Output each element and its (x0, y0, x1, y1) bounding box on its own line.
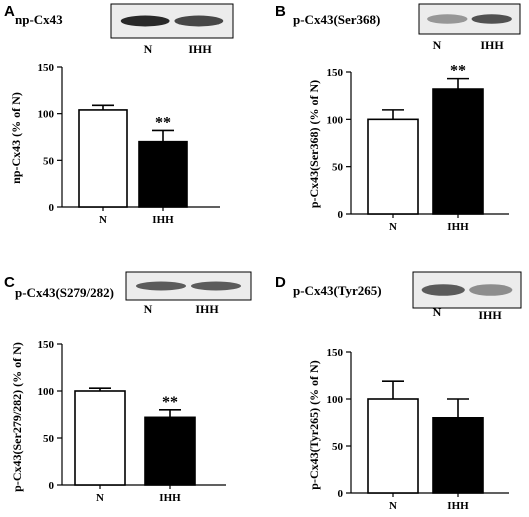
x-tick-label: IHH (159, 492, 181, 504)
bar (367, 398, 419, 494)
y-tick-label: 50 (43, 155, 55, 167)
y-tick-label: 150 (327, 347, 344, 359)
significance-marker: ** (450, 63, 466, 80)
blot-image (125, 271, 252, 301)
blot-band (421, 284, 465, 296)
y-tick-label: 0 (49, 480, 55, 492)
plot-area: 0 50 100 150 N IHH ** (38, 62, 220, 226)
chart-svg: A np-Cx43 N IHH 0 50 100 150 N IHH ** np-Cx43 … (4, 3, 234, 226)
blot-band (427, 14, 468, 24)
blot-image (418, 3, 521, 35)
panel-b: B p-Cx43(Ser368) N IHH 0 50 100 150 N IHH ** p… (265, 0, 529, 258)
chart-svg: C p-Cx43(S279/282) N IHH 0 50 100 150 N IHH **… (4, 271, 252, 504)
blot-label: p-Cx43(Tyr265) (293, 283, 382, 298)
bar (367, 118, 419, 215)
x-tick-label: IHH (447, 500, 469, 512)
plot-area: 0 50 100 150 N IHH ** (38, 339, 226, 504)
x-tick-label: N (389, 221, 397, 233)
y-tick-label: 100 (38, 386, 55, 398)
y-tick-label: 150 (38, 62, 55, 74)
blot-band (174, 15, 224, 27)
y-tick-label: 0 (338, 209, 344, 221)
y-tick-label: 100 (38, 109, 55, 121)
y-tick-label: 50 (43, 433, 55, 445)
x-tick-label: N (99, 214, 107, 226)
blot-lane-label: IHH (480, 38, 504, 52)
blot-label: p-Cx43(Ser368) (293, 12, 380, 27)
x-tick-label: N (389, 500, 397, 512)
x-tick-label: N (96, 492, 104, 504)
blot-lane-label: N (144, 42, 153, 56)
blot-lane-label: N (433, 38, 442, 52)
chart-svg: D p-Cx43(Tyr265) N IHH 0 50 100 150 N IHH p-C… (275, 271, 522, 512)
y-axis-label: np-Cx43 (% of N) (9, 92, 23, 184)
significance-marker: ** (155, 114, 171, 131)
bar (78, 109, 128, 208)
bar (138, 140, 188, 208)
y-axis-label: p-Cx43(Tyr265) (% of N) (307, 360, 321, 489)
panel-letter: B (275, 3, 286, 20)
y-tick-label: 150 (327, 67, 344, 79)
y-axis-label: p-Cx43(Ser368) (% of N) (307, 80, 321, 208)
panel-a: A np-Cx43 N IHH 0 50 100 150 N IHH ** np-Cx43 … (0, 0, 264, 258)
y-tick-label: 0 (49, 202, 55, 214)
x-tick-label: IHH (447, 221, 469, 233)
panel-c: C p-Cx43(S279/282) N IHH 0 50 100 150 N IHH **… (0, 259, 264, 517)
panel-letter: C (4, 274, 15, 291)
bar (144, 416, 196, 486)
plot-area: 0 50 100 150 N IHH (327, 347, 509, 512)
significance-marker: ** (162, 394, 178, 411)
blot-lane-label: N (144, 302, 153, 316)
blot-label: np-Cx43 (15, 12, 63, 27)
y-tick-label: 50 (332, 441, 344, 453)
blot-image (110, 3, 234, 39)
blot-band (120, 15, 170, 27)
blot-band (191, 281, 241, 291)
plot-area: 0 50 100 150 N IHH ** (327, 63, 509, 233)
panel-d: D p-Cx43(Tyr265) N IHH 0 50 100 150 N IHH p-C… (265, 259, 529, 517)
y-tick-label: 100 (327, 394, 344, 406)
bar (74, 390, 126, 486)
blot-label: p-Cx43(S279/282) (15, 285, 114, 300)
x-tick-label: IHH (152, 214, 174, 226)
blot-lane-label: IHH (478, 308, 502, 322)
y-tick-label: 100 (327, 114, 344, 126)
blot-band (471, 14, 512, 24)
panel-letter: D (275, 274, 286, 291)
bar (432, 417, 484, 494)
blot-band (136, 281, 186, 291)
chart-svg: B p-Cx43(Ser368) N IHH 0 50 100 150 N IHH ** p… (275, 3, 521, 233)
blot-lane-label: IHH (188, 42, 212, 56)
y-axis-label: p-Cx43(Ser279/282) (% of N) (10, 342, 24, 492)
y-tick-label: 0 (338, 488, 344, 500)
blot-band (469, 284, 513, 296)
y-tick-label: 150 (38, 339, 55, 351)
blot-lane-label: N (433, 305, 442, 319)
panel-letter: A (4, 3, 15, 20)
bar (432, 88, 484, 215)
blot-image (412, 271, 522, 309)
y-tick-label: 50 (332, 162, 344, 174)
blot-lane-label: IHH (195, 302, 219, 316)
